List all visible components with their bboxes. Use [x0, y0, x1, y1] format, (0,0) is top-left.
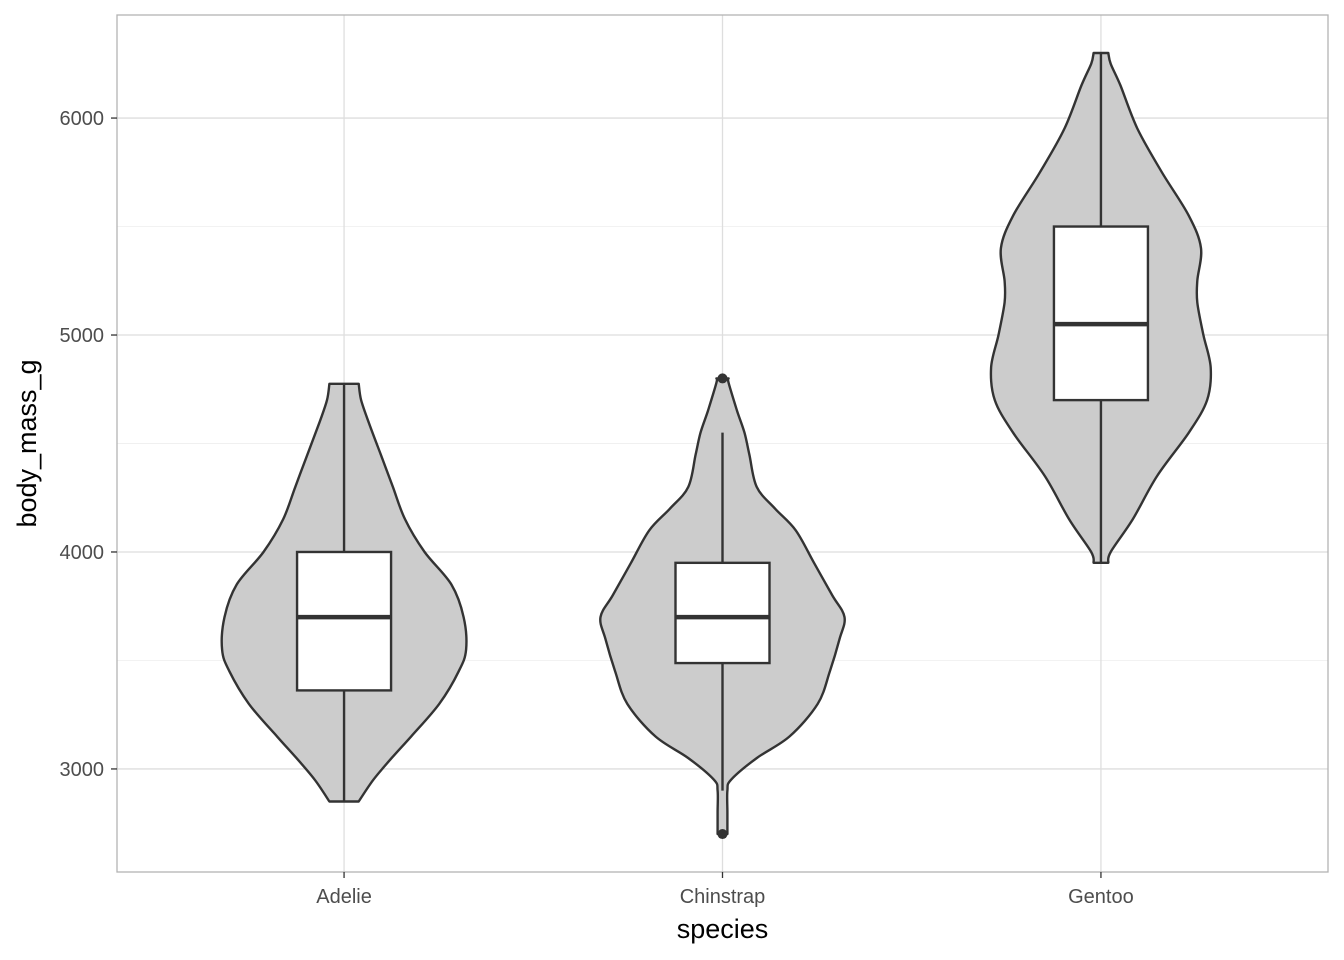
violin-adelie [220, 382, 468, 803]
outlier-point [717, 829, 728, 840]
violin-layer [220, 51, 1213, 840]
x-tick-label: Adelie [316, 886, 372, 908]
outlier-point [717, 373, 728, 384]
box-iqr [674, 561, 771, 665]
y-tick-label: 3000 [60, 759, 105, 781]
y-tick-label: 6000 [60, 108, 105, 130]
y-tick-label: 5000 [60, 325, 105, 347]
violin-chinstrap [599, 373, 846, 840]
y-axis: 3000 4000 5000 6000 [60, 108, 117, 781]
x-axis: Adelie Chinstrap Gentoo [316, 872, 1134, 908]
x-tick-label: Chinstrap [680, 886, 766, 908]
violin-gentoo [989, 51, 1213, 564]
box-iqr [295, 550, 393, 692]
y-tick-label: 4000 [60, 542, 105, 564]
x-axis-title: species [677, 914, 769, 944]
y-axis-title: body_mass_g [12, 359, 42, 527]
box-iqr [1052, 225, 1150, 402]
x-tick-label: Gentoo [1068, 886, 1134, 908]
